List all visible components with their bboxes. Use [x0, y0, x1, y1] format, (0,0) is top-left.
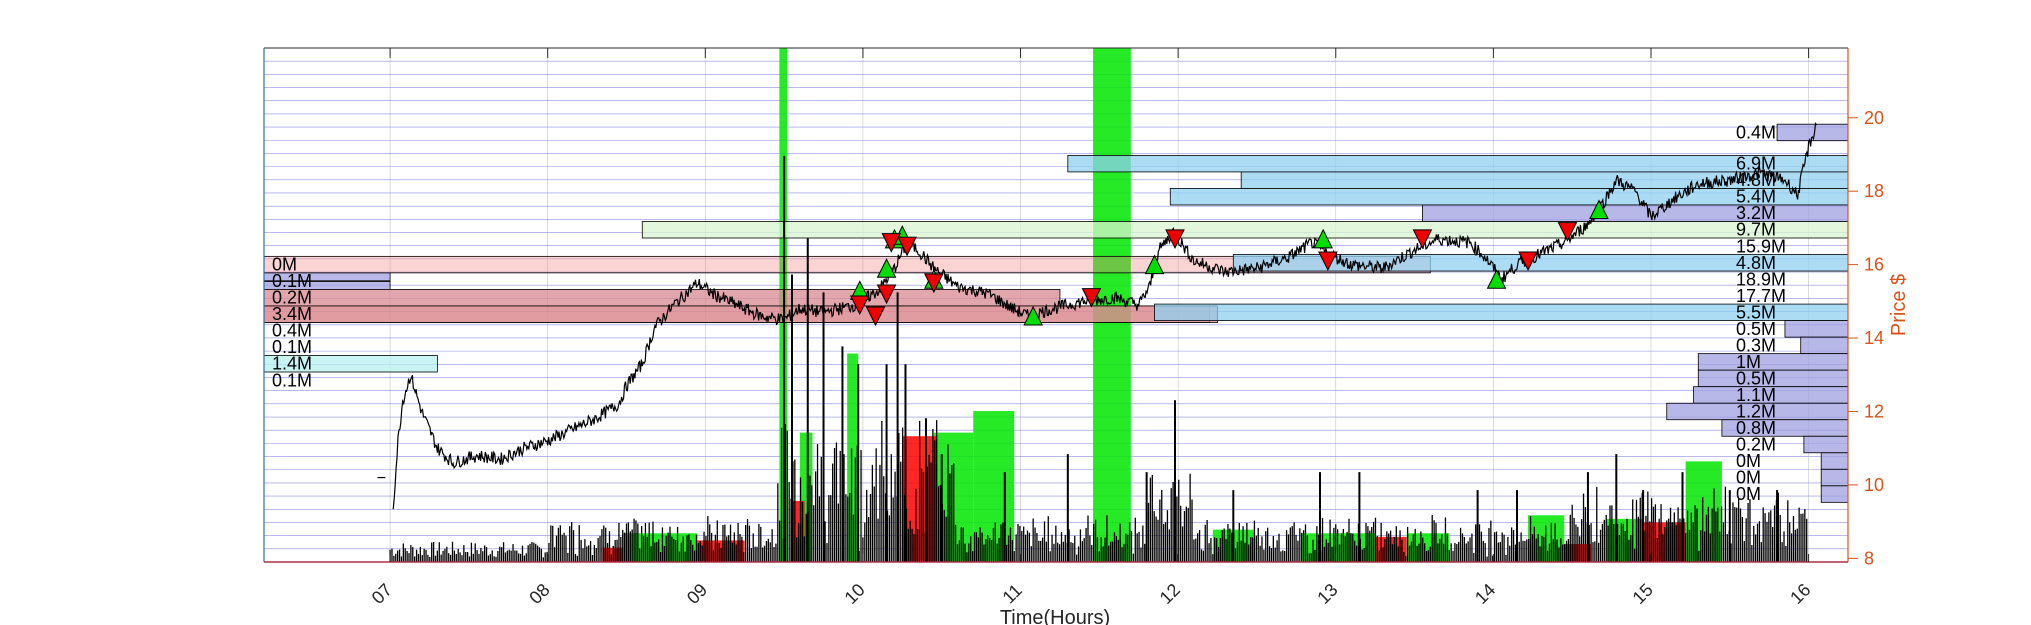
- sell-signal-marker: [849, 295, 870, 316]
- right-profile-label: 6.9M: [1736, 154, 1776, 174]
- axes: [263, 47, 1858, 563]
- right-profile-bar: [1422, 204, 1849, 222]
- right-profile-label: 18.9M: [1736, 269, 1786, 289]
- right-profile-bar: [1820, 485, 1849, 503]
- right-profile-label: 1.1M: [1736, 385, 1776, 405]
- right-profile-label: 0.5M: [1736, 319, 1776, 339]
- sell-signal-marker: [876, 284, 897, 305]
- y-tick-label: 8: [1864, 548, 1874, 568]
- y-tick-label: 18: [1864, 181, 1884, 201]
- sell-signal-marker: [1165, 229, 1185, 250]
- left-profile-label: 0.4M: [272, 321, 312, 341]
- x-tick-label: 16: [1786, 580, 1814, 608]
- left-profile-label: 0.1M: [272, 337, 312, 357]
- buy-signal-marker: [1313, 228, 1333, 249]
- y-tick-label: 10: [1864, 475, 1884, 495]
- buy-signal-marker: [1023, 305, 1043, 326]
- right-profile-label: 5.5M: [1736, 302, 1776, 322]
- left-profile-label: 0.1M: [272, 370, 312, 390]
- x-tick-label: 11: [999, 580, 1026, 607]
- x-tick-label: 14: [1471, 580, 1499, 608]
- right-profile-label: 5.4M: [1736, 187, 1776, 207]
- y-axis-label: Price $: [1888, 274, 1910, 336]
- buy-signal-marker: [1486, 269, 1507, 289]
- right-profile-bar: [641, 221, 1849, 239]
- x-tick-label: 15: [1629, 580, 1657, 608]
- price-line: [392, 121, 1817, 510]
- sell-signal-marker: [1318, 251, 1338, 272]
- signal-markers: [849, 199, 1609, 327]
- right-profile-bar: [1803, 435, 1849, 454]
- left-profile-bar: [263, 288, 1061, 307]
- right-profile-label: 0M: [1736, 484, 1761, 504]
- x-tick-label: 07: [368, 580, 396, 608]
- buy-signal-marker: [1144, 254, 1165, 275]
- right-profile-label: 0.4M: [1736, 122, 1776, 142]
- right-profile-label: 0.2M: [1736, 435, 1776, 455]
- right-profile-label: 0.8M: [1736, 418, 1776, 438]
- right-profile-label: 1.2M: [1736, 401, 1776, 421]
- right-profile-bar: [1800, 336, 1849, 355]
- price-series: [264, 121, 1817, 510]
- right-profile-label: 3.2M: [1736, 203, 1776, 223]
- x-tick-label: 08: [525, 580, 553, 608]
- sell-signal-marker: [924, 273, 944, 294]
- x-tick-label: 13: [1313, 580, 1341, 608]
- volume-bars: [389, 155, 1808, 562]
- right-profile-label: 9.7M: [1736, 220, 1776, 240]
- right-profile-label: 17.7M: [1736, 286, 1786, 306]
- right-profile-bar: [1820, 452, 1849, 470]
- x-tick-label: 12: [1156, 580, 1184, 608]
- buy-signal-marker: [1589, 199, 1609, 220]
- sell-signal-marker: [1518, 251, 1538, 272]
- sell-signal-marker: [897, 236, 917, 257]
- left-profile-label: 0M: [272, 255, 297, 275]
- right-profile-bar: [1820, 468, 1849, 487]
- buy-signal-marker: [876, 258, 897, 278]
- left-profile-label: 0.2M: [272, 288, 312, 308]
- x-axis-label: Time(Hours): [1000, 607, 1110, 625]
- left-profile-label: 1.4M: [272, 354, 312, 374]
- sell-signal-marker: [881, 233, 902, 253]
- volume-profile: 0M0.1M0.2M3.4M0.4M0.1M1.4M0.1M0.4M6.9M4.…: [263, 122, 1849, 504]
- y-tick-label: 14: [1864, 328, 1884, 348]
- right-profile-bar: [1067, 154, 1849, 173]
- right-profile-label: 0M: [1736, 468, 1761, 488]
- buy-volume-zone: [847, 353, 859, 562]
- sell-signal-marker: [865, 306, 886, 327]
- y-tick-label: 12: [1864, 401, 1884, 421]
- right-profile-label: 0M: [1736, 451, 1761, 471]
- sell-signal-marker: [1081, 288, 1102, 308]
- right-profile-label: 1M: [1736, 352, 1761, 372]
- right-profile-label: 4.8M: [1736, 253, 1776, 273]
- y-tick-label: 16: [1864, 255, 1884, 275]
- sell-signal-marker: [1412, 229, 1433, 250]
- right-profile-bar: [1784, 320, 1849, 338]
- right-profile-label: 0.5M: [1736, 368, 1776, 388]
- sell-signal-marker: [1557, 222, 1578, 242]
- left-profile-label: 3.4M: [272, 304, 312, 324]
- x-tick-label: 09: [683, 580, 711, 608]
- x-tick-label: 10: [841, 580, 869, 608]
- right-profile-label: 0.3M: [1736, 335, 1776, 355]
- y-tick-label: 20: [1864, 108, 1884, 128]
- right-profile-label: 15.9M: [1736, 236, 1786, 256]
